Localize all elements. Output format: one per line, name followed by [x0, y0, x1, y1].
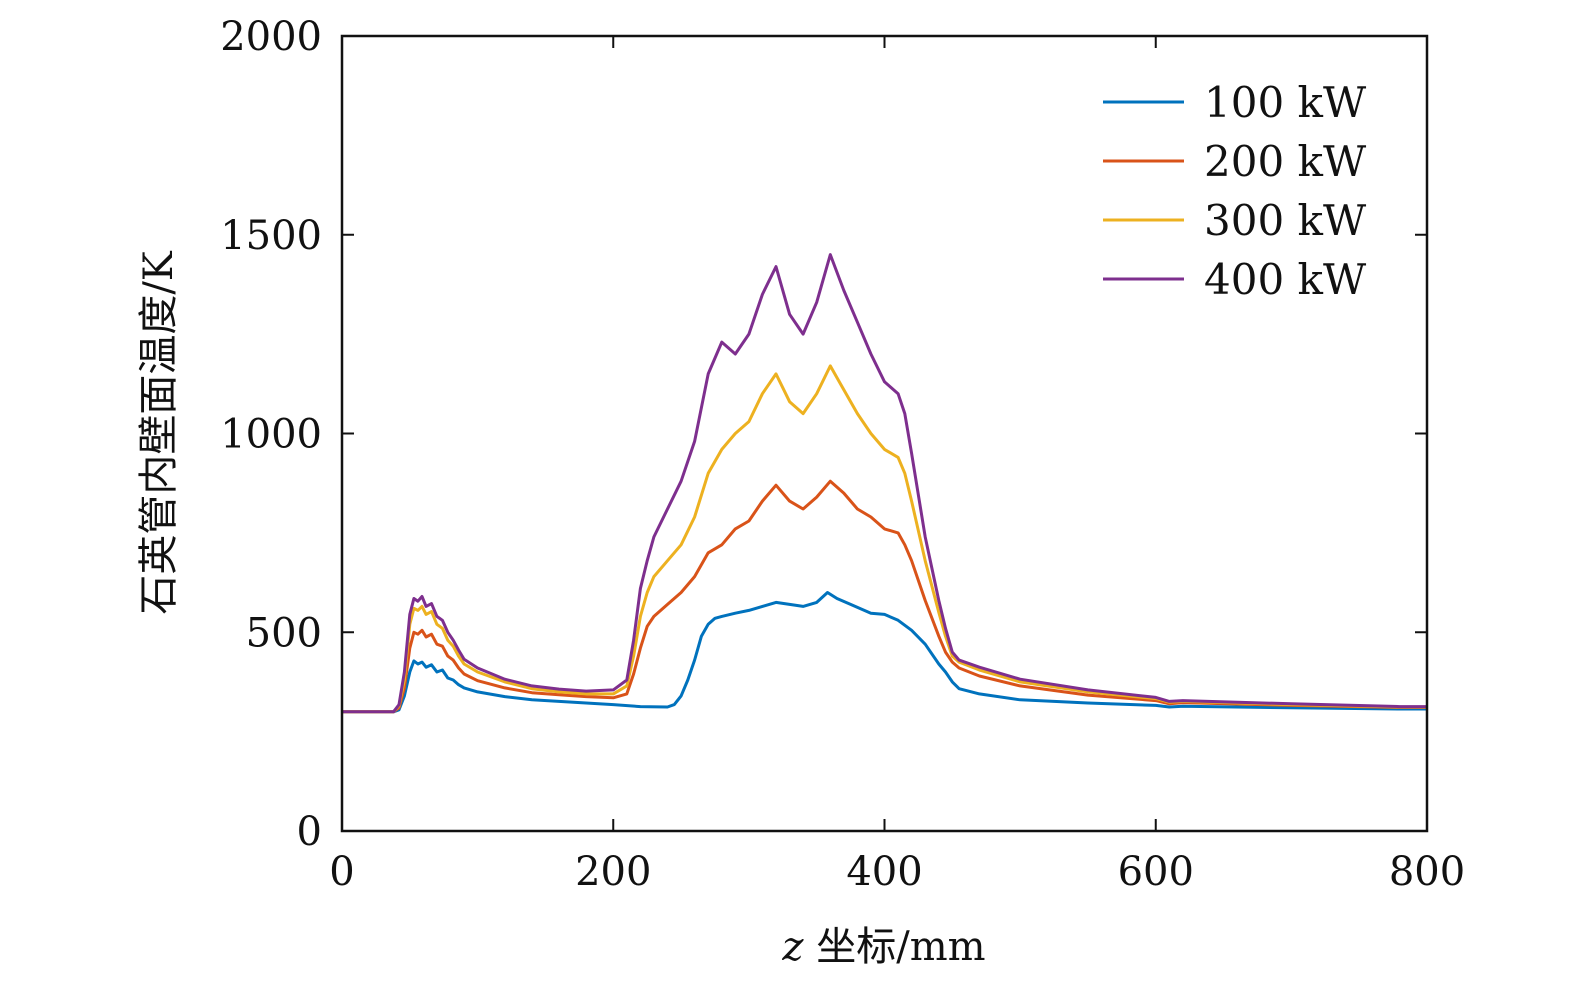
legend-label-2: 200 kW	[1204, 137, 1367, 186]
y-axis-label: 石英管内壁面温度/K	[136, 250, 182, 614]
series-lines	[342, 253, 1427, 714]
legend-label-4: 400 kW	[1204, 255, 1367, 304]
series-line-4	[342, 253, 1427, 714]
axis-ticks	[341, 35, 1428, 832]
legend-label-1: 100 kW	[1204, 78, 1367, 127]
x-tick-label: 400	[846, 849, 922, 895]
x-tick-label: 200	[575, 849, 651, 895]
x-axis-label-text: 坐标/mm	[804, 924, 986, 970]
y-tick-labels: 0 500 1000 1500 2000	[220, 14, 322, 855]
legend: 100 kW 200 kW 300 kW 400 kW	[1103, 78, 1367, 304]
y-tick-label: 0	[297, 809, 322, 855]
y-tick-label: 500	[246, 610, 322, 656]
series-line-3	[342, 364, 1427, 714]
x-tick-label: 0	[329, 849, 354, 895]
series-line-1	[342, 591, 1427, 714]
x-tick-labels: 0 200 400 600 800	[329, 849, 1465, 895]
y-tick-label: 2000	[220, 14, 322, 60]
x-axis-label: z 坐标/mm	[781, 924, 985, 970]
x-tick-label: 600	[1118, 849, 1194, 895]
series-line-2	[342, 479, 1427, 714]
x-tick-label: 800	[1389, 849, 1465, 895]
y-tick-label: 1000	[220, 412, 322, 458]
legend-label-3: 300 kW	[1204, 196, 1367, 245]
x-axis-label-variable: z	[781, 924, 804, 970]
y-tick-label: 1500	[220, 213, 322, 259]
